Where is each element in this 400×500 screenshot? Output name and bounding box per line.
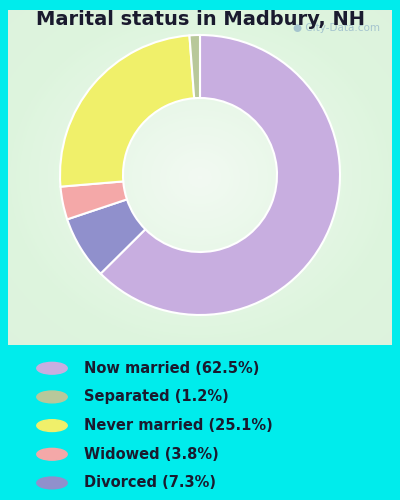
Wedge shape [60,182,127,220]
Text: Separated (1.2%): Separated (1.2%) [84,390,229,404]
Circle shape [37,362,67,374]
Text: Now married (62.5%): Now married (62.5%) [84,361,259,376]
Wedge shape [60,36,194,186]
Wedge shape [190,35,200,98]
Text: Marital status in Madbury, NH: Marital status in Madbury, NH [36,10,364,29]
Circle shape [37,391,67,403]
Circle shape [37,477,67,489]
Wedge shape [67,200,145,274]
Circle shape [37,420,67,432]
Circle shape [37,448,67,460]
Text: ● City-Data.com: ● City-Data.com [294,24,380,34]
Text: Never married (25.1%): Never married (25.1%) [84,418,273,433]
Text: Widowed (3.8%): Widowed (3.8%) [84,447,219,462]
Text: Divorced (7.3%): Divorced (7.3%) [84,476,216,490]
Wedge shape [101,35,340,315]
